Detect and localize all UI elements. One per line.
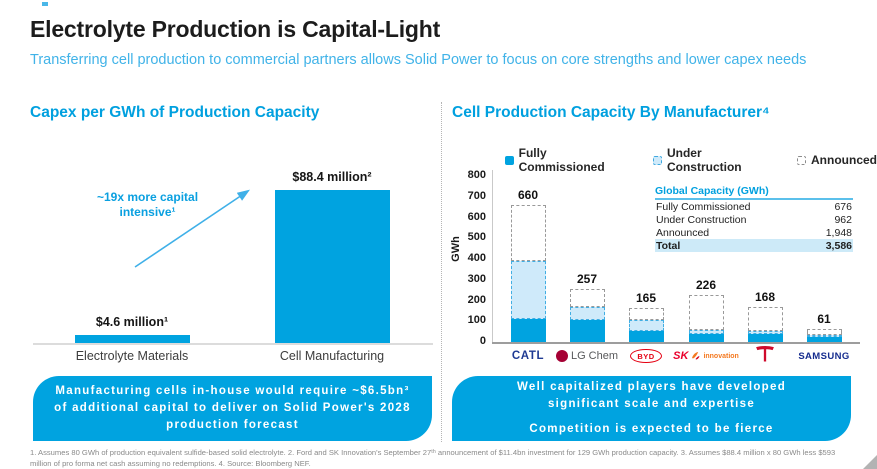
catl-wordmark: CATL <box>511 350 545 362</box>
table-row-label: Announced <box>656 226 710 239</box>
y-axis-tick: 600 <box>467 210 486 223</box>
bar-segment-fully-commissioned <box>628 330 664 342</box>
capex-section-title: Capex per GWh of Production Capacity <box>30 104 320 121</box>
lg-chem-wordmark: LG Chem <box>570 350 619 362</box>
bar-segment-fully-commissioned <box>806 336 842 342</box>
table-row-value: 676 <box>834 200 852 213</box>
logo-sk: SK innovation <box>668 347 744 365</box>
capex-axis-line <box>33 343 433 345</box>
table-row-value: 3,586 <box>825 239 852 252</box>
table-title: Global Capacity (GWh) <box>655 185 853 200</box>
byd-logo: BYD <box>630 349 662 363</box>
capacity-section-title: Cell Production Capacity By Manufacturer… <box>452 104 770 121</box>
under-construction-swatch-icon <box>653 155 662 165</box>
footnotes: 1. Assumes 80 GWh of production equivale… <box>30 448 836 468</box>
y-axis-tick: 100 <box>467 314 486 327</box>
capex-category-label: Electrolyte Materials <box>75 349 189 363</box>
capex-annotation-line1: ~19x more capital <box>96 190 199 204</box>
logo-tesla <box>727 345 803 367</box>
capacity-callout-text1: Well capitalized players have developed … <box>516 380 787 410</box>
y-axis-tick: 700 <box>467 189 486 202</box>
logo-catl: CATL <box>490 347 566 365</box>
y-axis-tick: 200 <box>467 293 486 306</box>
sk-wordmark: SK <box>673 350 689 362</box>
logo-lgchem: LG Chem <box>549 347 625 365</box>
decoration-mark <box>42 2 48 6</box>
bar-segment-under-construction <box>747 330 783 335</box>
capex-callout-text: Manufacturing cells in-house would requi… <box>54 384 411 432</box>
table-row: Under Construction 962 <box>655 213 853 226</box>
legend-label: Announced <box>811 153 877 167</box>
sk-butterfly-icon <box>691 347 700 365</box>
bar-total-label: 61 <box>817 312 831 327</box>
announced-swatch-icon <box>797 155 806 165</box>
table-row: Fully Commissioned 676 <box>655 200 853 213</box>
capex-category-label: Cell Manufacturing <box>279 349 385 363</box>
table-row-label: Total <box>656 239 681 252</box>
table-row-total: Total 3,586 <box>655 239 853 252</box>
legend-item-announced: Announced <box>797 153 877 167</box>
table-row-label: Under Construction <box>656 213 747 226</box>
x-axis-line <box>492 342 860 344</box>
bar-segment-under-construction <box>510 261 546 320</box>
table-row-label: Fully Commissioned <box>656 200 751 213</box>
page-title: Electrolyte Production is Capital-Light <box>30 16 441 42</box>
bar-segment-under-construction <box>569 306 605 321</box>
bar-segment-fully-commissioned <box>747 334 783 342</box>
bar-total-label: 226 <box>695 278 717 293</box>
bar-total-label: 257 <box>576 271 598 286</box>
bar-total-label: 165 <box>635 290 657 305</box>
bar-segment-announced <box>806 329 842 335</box>
capex-annotation: ~19x more capital intensive¹ <box>75 190 220 220</box>
capex-bar <box>74 335 190 343</box>
capex-annotation-line2: intensive¹ <box>119 205 176 219</box>
legend-label: Fully Commissioned <box>518 146 605 174</box>
y-axis-line <box>492 170 493 342</box>
legend-label: Under Construction <box>666 146 742 174</box>
global-capacity-table: Global Capacity (GWh) Fully Commissioned… <box>655 185 853 252</box>
section-divider <box>441 102 442 442</box>
bar-segment-announced <box>628 307 664 321</box>
bar-segment-announced <box>688 295 724 330</box>
y-axis-tick: 800 <box>467 169 486 181</box>
y-axis-tick: 500 <box>467 231 486 244</box>
legend-item-under-construction: Under Construction <box>653 146 775 174</box>
growth-arrow-icon <box>134 189 250 268</box>
chart-legend: Fully Commissioned Under Construction An… <box>505 146 877 174</box>
bar-segment-under-construction <box>688 329 724 334</box>
page-corner-decoration <box>863 455 877 469</box>
capacity-callout-text2: Competition is expected to be fierce <box>529 423 774 436</box>
capacity-callout: Well capitalized players have developed … <box>452 376 851 441</box>
samsung-wordmark: SAMSUNG <box>798 350 850 362</box>
bar-segment-fully-commissioned <box>688 333 724 342</box>
bar-segment-under-construction <box>806 334 842 337</box>
bar-segment-under-construction <box>628 320 664 331</box>
logo-samsung: SAMSUNG <box>786 347 862 365</box>
tesla-logo-icon <box>756 345 774 367</box>
capex-bar-value: $4.6 million¹ <box>95 315 169 329</box>
bar-segment-announced <box>510 205 546 262</box>
y-axis-tick: 400 <box>467 252 486 264</box>
fully-commissioned-swatch-icon <box>505 155 514 165</box>
logo-byd: BYD <box>608 347 684 365</box>
capex-bar <box>274 190 390 343</box>
bar-total-label: 168 <box>754 290 776 305</box>
sk-innovation-wordmark: innovation <box>703 352 739 360</box>
bar-segment-fully-commissioned <box>510 319 546 342</box>
table-row-value: 1,948 <box>825 226 852 239</box>
page-subtitle: Transferring cell production to commerci… <box>30 52 807 68</box>
y-axis-tick: 0 <box>479 335 486 347</box>
legend-item-fully-commissioned: Fully Commissioned <box>505 146 631 174</box>
bar-segment-fully-commissioned <box>569 320 605 342</box>
table-row-value: 962 <box>834 213 852 226</box>
bar-total-label: 660 <box>517 188 539 203</box>
bar-segment-announced <box>747 307 783 331</box>
capex-callout: Manufacturing cells in-house would requi… <box>33 376 432 441</box>
table-row: Announced 1,948 <box>655 226 853 239</box>
lg-logo-icon <box>555 350 568 362</box>
bar-segment-announced <box>569 288 605 307</box>
y-axis-tick: 300 <box>467 272 486 285</box>
capex-bar-value: $88.4 million² <box>292 170 372 184</box>
